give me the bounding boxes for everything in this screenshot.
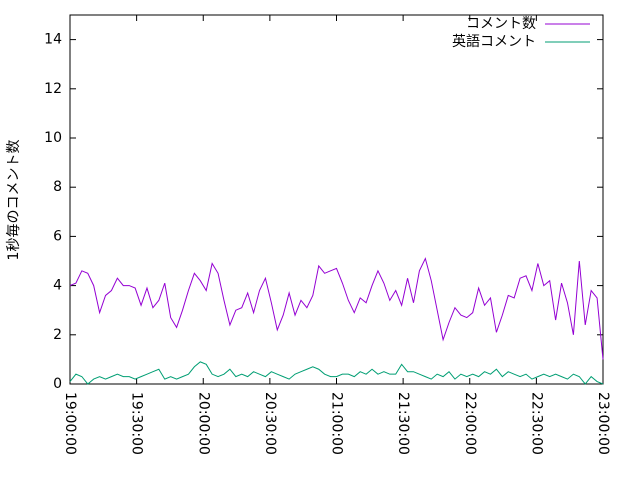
x-tick-label: 22:30:00 (528, 392, 544, 455)
legend-label: 英語コメント (452, 33, 536, 50)
y-tick-label: 8 (53, 179, 62, 195)
y-tick-label: 14 (44, 32, 62, 48)
y-axis-label: 1秒毎のコメント数 (6, 140, 22, 261)
y-tick-label: 6 (53, 228, 62, 244)
x-tick-label: 20:30:00 (262, 392, 278, 455)
y-tick-label: 2 (53, 327, 62, 343)
plot-border (69, 14, 604, 385)
series-line (69, 361, 604, 385)
y-tick-label: 4 (53, 278, 62, 294)
x-tick-label: 19:30:00 (129, 392, 145, 455)
y-tick-label: 12 (44, 81, 62, 97)
y-tick-label: 0 (53, 376, 62, 392)
y-tick-label: 10 (44, 130, 62, 146)
x-tick-label: 21:30:00 (395, 392, 411, 455)
x-tick-label: 22:00:00 (462, 392, 478, 455)
x-tick-label: 21:00:00 (329, 392, 345, 455)
series-line (69, 257, 604, 360)
x-tick-label: 23:00:00 (595, 392, 611, 455)
legend-label: コメント数 (466, 16, 536, 32)
x-tick-label: 19:00:00 (62, 392, 78, 455)
x-tick-label: 20:00:00 (195, 392, 211, 455)
